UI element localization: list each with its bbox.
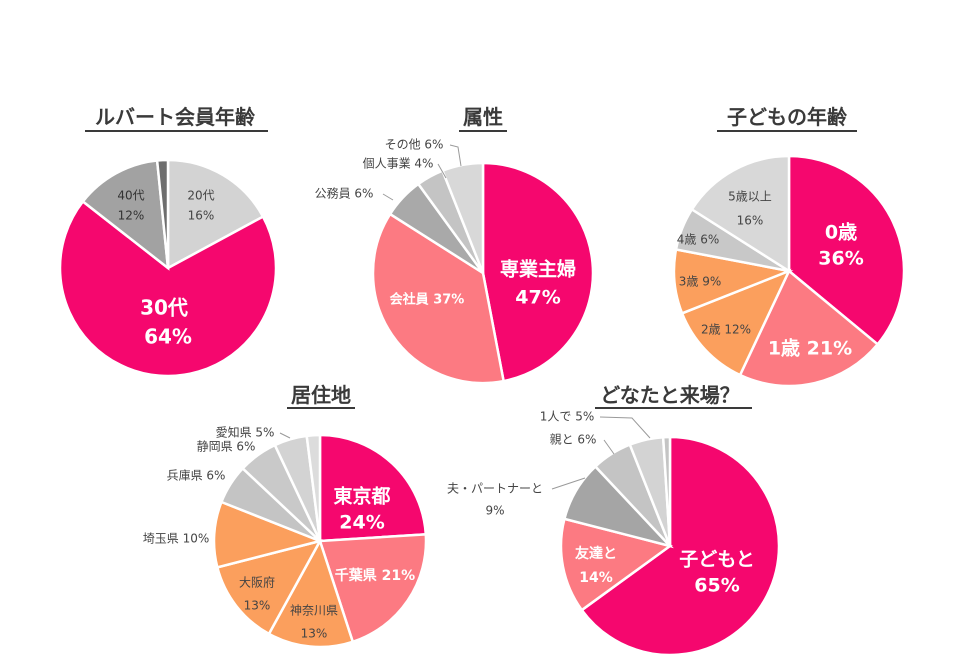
chart-title: 居住地: [291, 383, 351, 407]
slice-label: 1人で 5%: [540, 410, 595, 424]
slice-label-value: 65%: [694, 575, 739, 597]
slice-label: 親と 6%: [550, 433, 597, 447]
pie-slice-友達と: [559, 517, 673, 612]
chart-title: 属性: [463, 105, 503, 129]
slice-label-value: 16%: [188, 209, 215, 223]
leader-line: [603, 439, 615, 455]
slice-label: 会社員 37%: [390, 292, 465, 308]
pie-slice-大阪府: [215, 539, 323, 636]
pie-slice-minor: [155, 158, 170, 269]
chart-title: どなたと来場？: [600, 383, 740, 407]
slice-label-name: 5歳以上: [728, 190, 772, 204]
slice-label-name: 30代: [140, 296, 188, 320]
pie-slice-0歳: [787, 154, 906, 347]
chart-title: 子どもの年齢: [727, 105, 848, 129]
pie-chart-1: ルバート会員年齢 20代 16% 30代 64% 40代 12%: [58, 105, 278, 378]
pie-slice-40代: [81, 159, 170, 271]
pie-slice-20代: [166, 158, 265, 271]
pie-slice-千葉県: [318, 533, 428, 644]
slice-label-name: 40代: [117, 189, 144, 203]
slice-label: 埼玉県 10%: [143, 532, 210, 546]
leader-line: [437, 163, 447, 179]
slice-label: 愛知県 5%: [216, 426, 275, 440]
slice-label: 静岡県 6%: [197, 440, 256, 454]
slice-label: 4歳 6%: [677, 233, 720, 247]
pie-slice-東京都: [318, 433, 428, 543]
leader-line: [382, 193, 394, 201]
pie-slice-その他: [440, 161, 485, 274]
chart-title: ルバート会員年齢: [95, 105, 256, 129]
slice-label-name: 20代: [187, 189, 214, 203]
slice-label-value: 47%: [515, 287, 560, 309]
slice-label: 2歳 12%: [701, 323, 751, 337]
leader-line: [279, 432, 291, 439]
slice-label: 公務員 6%: [315, 187, 374, 201]
slice-label: 個人事業 4%: [363, 157, 434, 171]
slice-label-value: 64%: [144, 325, 192, 349]
slice-label: 1歳 21%: [768, 338, 852, 360]
pie-chart-5: どなたと来場？ 子どもと 65% 友達と 14% 夫・パートナーと 9% 親と 6% 1人で 5…: [447, 383, 781, 657]
slice-label-value: 24%: [339, 512, 384, 534]
slice-label-name: 大阪府: [239, 575, 275, 590]
pie-slice-30代: [58, 199, 278, 378]
slice-label-value: 16%: [737, 214, 764, 228]
pie-slice-神奈川県: [267, 537, 355, 649]
slice-label-name: 神奈川県: [290, 604, 338, 618]
slice-label-name: 友達と: [575, 545, 617, 562]
pie-slice-会社員: [371, 212, 506, 385]
slice-label: 3歳 9%: [679, 275, 722, 289]
pie-slice-1歳: [738, 269, 880, 388]
slice-label-name: 夫・パートナーと: [447, 482, 543, 496]
slice-label-value: 13%: [301, 627, 328, 641]
leader-line: [551, 477, 586, 490]
leader-line: [599, 416, 651, 439]
slice-label-value: 13%: [244, 599, 271, 613]
pie-slice-minor: [305, 433, 322, 542]
pie-slice-5歳以上: [690, 154, 791, 274]
slice-label-name: 子どもと: [679, 549, 755, 571]
slice-label: 千葉県 21%: [335, 567, 415, 584]
pie-slice-子どもと: [580, 435, 781, 657]
slice-label: その他 6%: [385, 138, 444, 152]
slice-label-value: 14%: [579, 570, 613, 586]
slice-label-name: 0歳: [825, 222, 857, 244]
leader-line: [449, 144, 462, 167]
slice-label-value: 36%: [818, 248, 863, 270]
slice-label-name: 専業主婦: [500, 258, 576, 281]
slice-label-value: 9%: [485, 504, 504, 518]
pie-slice-専業主婦: [481, 161, 595, 383]
slice-label-value: 12%: [118, 209, 145, 223]
pie-chart-3: 子どもの年齢 0歳 36% 1歳 21% 2歳 12% 3歳 9% 4歳 6% 5歳以上 16%: [672, 105, 906, 388]
pie-slice-2歳: [680, 268, 792, 377]
slice-label-name: 東京都: [333, 485, 390, 508]
pie-slice-minor: [661, 435, 672, 547]
slice-label: 兵庫県 6%: [167, 469, 226, 483]
